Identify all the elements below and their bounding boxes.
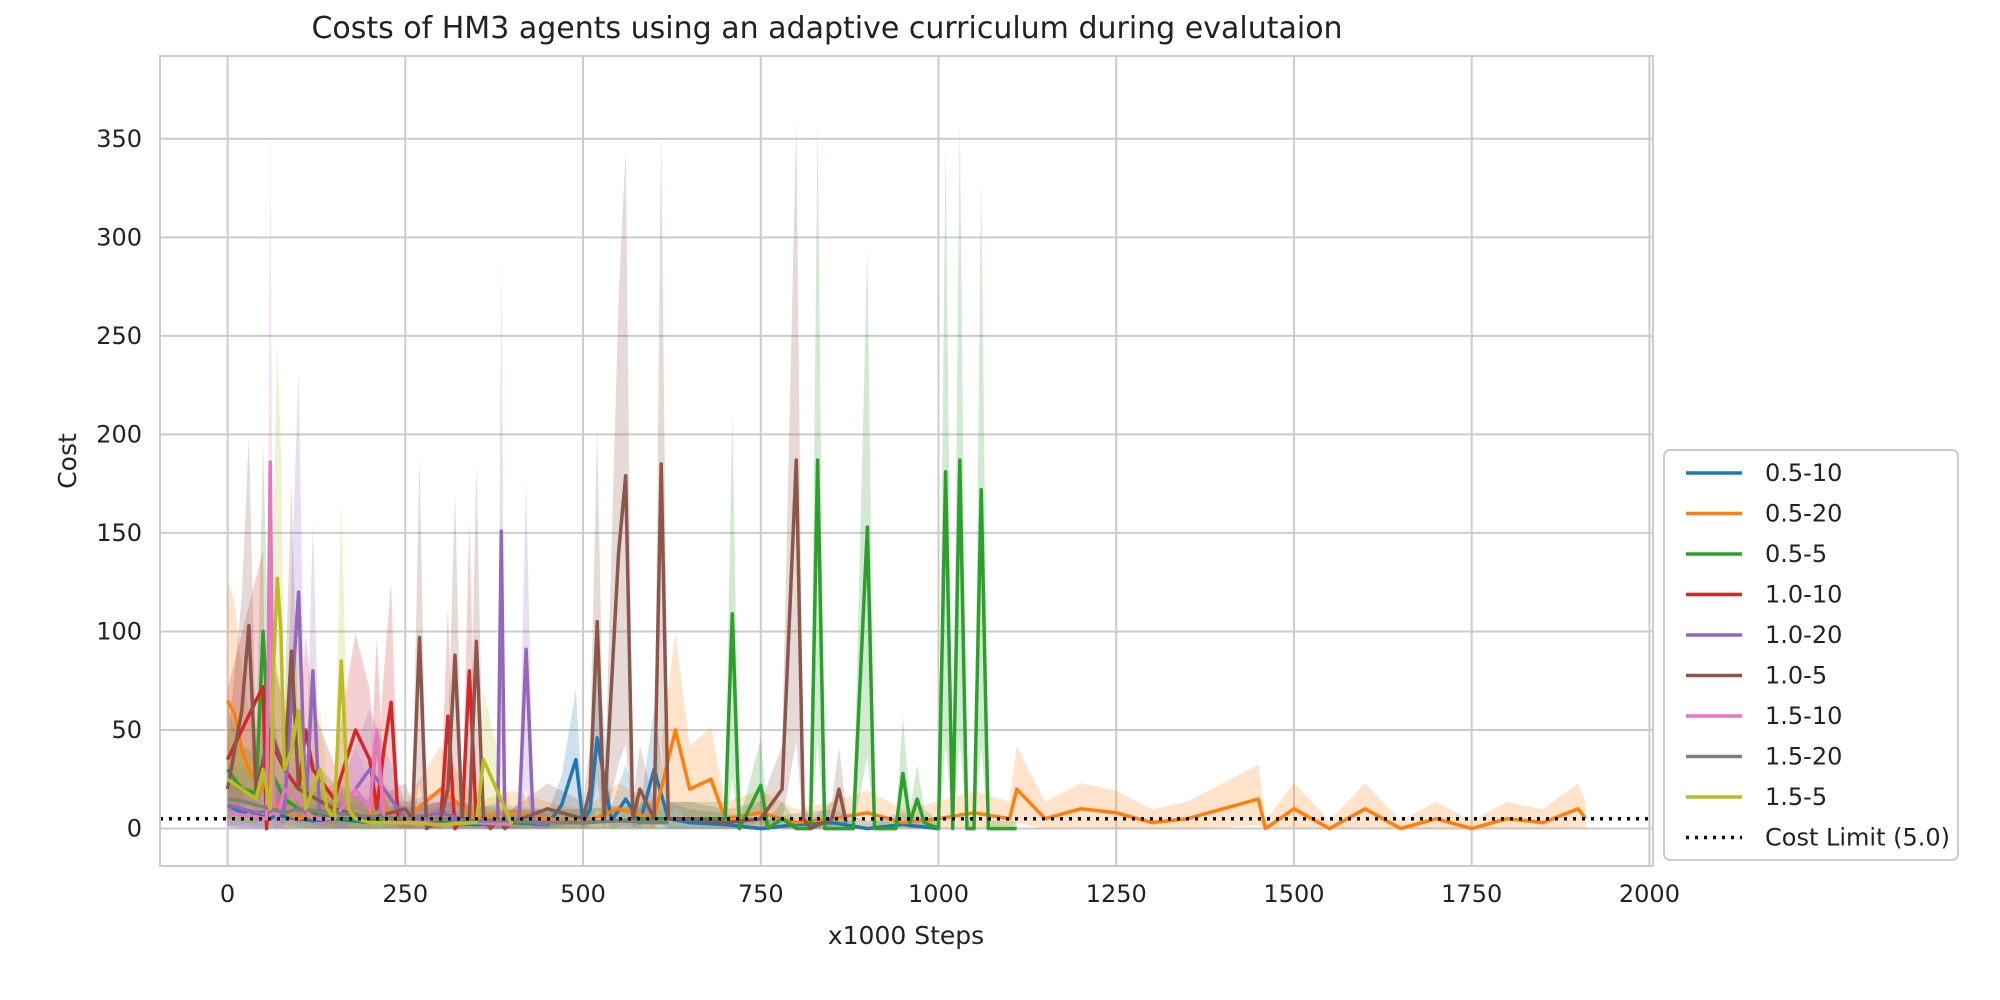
series-1_5-5-line [226, 576, 514, 827]
legend-label-9: Cost Limit (5.0) [1765, 824, 1950, 852]
y-tick-label-3: 150 [96, 519, 142, 547]
y-tick-label-1: 50 [111, 716, 142, 744]
y-tick-label-6: 300 [96, 223, 142, 251]
y-tick-label-7: 350 [96, 125, 142, 153]
y-axis-ticks: 0 50 100 150 200 250 300 350 [96, 125, 142, 843]
y-tick-label-4: 200 [96, 420, 142, 448]
plot-frame [159, 55, 1654, 867]
legend-label-6: 1.5-10 [1765, 702, 1842, 730]
legend-label-1: 0.5-20 [1765, 500, 1842, 528]
x-tick-label-4: 1000 [908, 880, 969, 908]
legend-label-4: 1.0-20 [1765, 621, 1842, 649]
x-axis-label: x1000 Steps [828, 921, 984, 950]
x-axis-ticks: 0 250 500 750 1000 1250 1500 1750 2000 [220, 880, 1680, 908]
x-tick-label-2: 500 [560, 880, 606, 908]
series-0_5-5-band [227, 120, 1017, 829]
y-axis-label: Cost [53, 433, 82, 489]
x-tick-label-3: 750 [738, 880, 784, 908]
x-tick-label-1: 250 [382, 880, 428, 908]
legend-label-8: 1.5-5 [1765, 783, 1827, 811]
series-1_5-5-band [227, 345, 512, 829]
y-tick-label-2: 100 [96, 617, 142, 645]
series-0_5-20-band [227, 577, 1586, 829]
y-tick-label-5: 250 [96, 322, 142, 350]
x-tick-label-0: 0 [220, 880, 235, 908]
x-tick-label-8: 2000 [1619, 880, 1680, 908]
x-tick-label-7: 1750 [1441, 880, 1502, 908]
series-lines [225, 458, 1587, 831]
legend-label-3: 1.0-10 [1765, 581, 1842, 609]
legend-label-2: 0.5-5 [1765, 540, 1827, 568]
legend-label-0: 0.5-10 [1765, 459, 1842, 487]
x-tick-label-5: 1250 [1086, 880, 1147, 908]
x-tick-label-6: 1500 [1263, 880, 1324, 908]
y-tick-label-0: 0 [127, 815, 142, 843]
legend: 0.5-10 0.5-20 0.5-5 1.0-10 1.0-20 1.0-5 1.5-10… [1663, 449, 1959, 861]
chart-title: Costs of HM3 agents using an adaptive cu… [311, 11, 1342, 46]
legend-label-7: 1.5-20 [1765, 743, 1842, 771]
legend-label-5: 1.0-5 [1765, 662, 1827, 690]
